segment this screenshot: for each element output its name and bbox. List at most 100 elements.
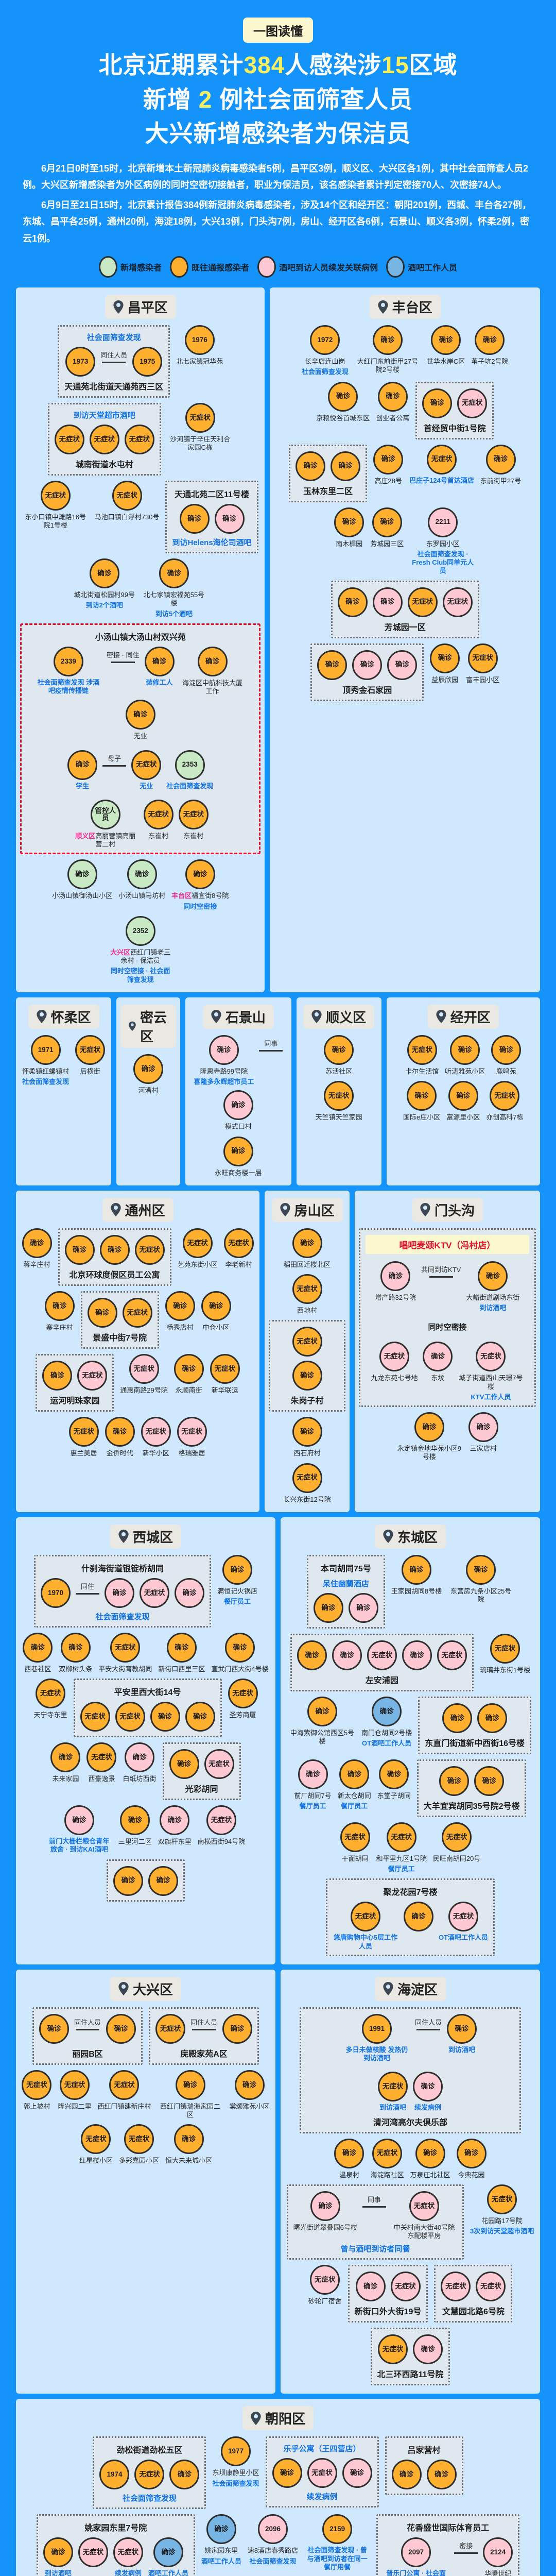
cluster-note: 社会面筛查发现 xyxy=(86,333,141,343)
case: 无症状 长兴东街12号院 xyxy=(283,1463,331,1504)
case-node-o: 无症状 xyxy=(182,1228,213,1258)
case-node-o: 无症状 xyxy=(228,1679,258,1709)
case-node-p: 无症状 xyxy=(409,2191,439,2221)
case-location: 东崔村 xyxy=(183,832,204,840)
case-node-o: 确诊 xyxy=(64,1234,95,1265)
case: 无症状 卡尔生活馆 xyxy=(405,1035,439,1076)
case-node-o: 确诊 xyxy=(133,1054,164,1084)
legend-item: 既往通报感染者 xyxy=(169,256,249,278)
district-name: 房山区 xyxy=(294,1202,335,1218)
location-pin-icon xyxy=(436,1010,446,1024)
case-location: 寨辛庄村 xyxy=(46,1323,73,1331)
case: 无症状 琉璃井东街1号楼 xyxy=(480,1633,530,1674)
case-node-o: 确诊 xyxy=(307,1696,337,1726)
case-location: 恒大未来城小区 xyxy=(165,2157,213,2165)
cluster-box: 无症状 确诊 北三环西路11号院 xyxy=(370,2328,450,2386)
case: 确诊 中仓小区 xyxy=(201,1291,231,1332)
case-location: 顺义区高丽营镇高丽营二村 xyxy=(75,832,136,849)
case: 无症状 xyxy=(134,1234,165,1265)
case-location: 后横街 xyxy=(80,1067,100,1075)
case: 确诊 到访酒吧 xyxy=(447,2013,477,2054)
case-note: 到访酒吧 xyxy=(379,2104,406,2112)
case-node-o: 无症状 xyxy=(490,1633,520,1664)
case-location: 北七家镇宏福苑55号楼 xyxy=(143,591,205,607)
case-node-o: 确诊 xyxy=(179,504,210,534)
case: 确诊 万泉庄北社区 xyxy=(410,2138,450,2179)
title-text: 例社会面筛查人员 xyxy=(212,86,413,113)
case-node-o: 确诊 xyxy=(159,558,189,589)
case: 确诊 今典花园 xyxy=(456,2138,486,2179)
location-pin-icon xyxy=(383,1530,393,1544)
case-location: 河漕村 xyxy=(138,1086,159,1094)
district-header: 大兴区 xyxy=(110,1976,181,2001)
case: 1991 多日未做核酸 发热仍到访酒吧 xyxy=(344,2013,410,2063)
case: 确诊 大峪街道剧场东街 到访酒吧 xyxy=(466,1261,519,1313)
case-note: 餐厅员工 xyxy=(388,1865,415,1873)
case-node-p: 无症状 xyxy=(77,1360,108,1391)
case-node-p: 确诊 xyxy=(387,650,418,680)
case-node-p: 2124 xyxy=(483,2537,513,2568)
case: 无症状 xyxy=(115,1702,145,1732)
case: 无症状 民旺南胡同20号 xyxy=(433,1822,480,1863)
case-node-o: 确诊 xyxy=(292,1361,322,1391)
case-node-o: 无症状 xyxy=(110,1632,141,1663)
case: 确诊 xyxy=(99,1234,130,1265)
title-text: 区域 xyxy=(409,52,458,78)
case: 无症状 xyxy=(307,2458,337,2488)
case-node-p: 确诊 xyxy=(310,2191,340,2221)
case-location: 创业者公寓 xyxy=(376,414,410,422)
case-node-o: 无症状 xyxy=(178,799,208,829)
cluster-box: 平安里西大街14号 无症状 无症状 确诊 确诊 xyxy=(73,1679,222,1738)
district-panel-怀柔区: 怀柔区 1971 怀柔镇红螺镇村 社会面筛查发现 无症状 后横街 xyxy=(16,997,112,1185)
cluster-label: 天通苑北街道天通苑西三区 xyxy=(64,383,164,392)
case: 确诊 xyxy=(113,1866,143,1896)
legend-item: 酒吧工作人员 xyxy=(386,256,457,278)
case-location: 永顺南街 xyxy=(175,1386,202,1394)
case-node-p: 确诊 xyxy=(352,650,383,680)
case-location: 东营房九条小区25号院 xyxy=(450,1587,512,1604)
case-location: 南木樨园 xyxy=(336,539,363,548)
case: 确诊 xyxy=(387,650,418,680)
case-location: 西豪逸景 xyxy=(88,1775,115,1783)
case-location: 西地村 xyxy=(297,1307,318,1315)
case: 无症状 花园路17号院 3次到访天堂超市酒吧 xyxy=(470,2184,534,2236)
case-node-g: 确诊 xyxy=(67,859,97,890)
case: 确诊 海淀区中航科技大厦工作 xyxy=(180,646,246,696)
case: 确诊 xyxy=(39,2013,69,2044)
case: 2352 大兴区西红门镇老三余村 · 保洁员 同时空密接 · 社会面筛查发现 xyxy=(108,916,173,984)
title-highlight: 15 xyxy=(381,52,409,78)
cluster-box: 社会面筛查发现 1973 同住人员 1975 天通苑北街道天通苑西三区 xyxy=(58,325,170,398)
cluster-label: 玉林东里二区 xyxy=(303,487,353,496)
case: 无症状 xyxy=(292,1327,322,1357)
case-node-p: 无症状 xyxy=(206,1805,237,1836)
case: 无症状 砂轮厂宿舍 xyxy=(308,2265,342,2306)
case-node-p: 确诊 xyxy=(208,1035,239,1065)
case-location: 富源里小区 xyxy=(446,1113,480,1122)
case: 确诊 xyxy=(391,2460,422,2490)
district-name: 海淀区 xyxy=(397,1981,438,1997)
case: 无症状 后横街 xyxy=(75,1035,106,1076)
case-note: 酒吧工作人员 xyxy=(148,2569,188,2576)
cluster-note: 到访天堂超市酒吧 xyxy=(73,411,135,420)
intro-text: 6月21日0时至15时，北京新增本土新冠肺炎病毒感染者5例，昌平区3例，顺义区、… xyxy=(23,160,533,247)
case: 无症状 新华小区 xyxy=(141,1416,171,1458)
case-location: 郭上坡村 xyxy=(23,2102,50,2110)
district-header: 海淀区 xyxy=(374,1976,446,2001)
case: 无症状 悠唐购物中心5层工作人员 xyxy=(333,1902,398,1951)
case-node-o: 无症状 xyxy=(89,425,119,455)
cluster-box: 确诊 隆恩寺路99号院 喜隆多永辉超市员工 同事 确诊 模式口村 xyxy=(189,1035,287,1131)
case: 无症状 马池口镇白浮村730号 xyxy=(95,481,159,521)
case: 无症状 格瑞雅居 xyxy=(177,1416,207,1458)
case-node-o: 确诊 xyxy=(297,1640,327,1670)
case: 确诊 双柳树头条 xyxy=(59,1632,92,1673)
case-node-o: 确诊 xyxy=(185,859,215,890)
case-note: 同时空密接 xyxy=(183,902,217,910)
case-location: 永旺商务楼一层 xyxy=(215,1168,262,1177)
case-note: 社会面筛查发现 · Fresh Club同单元人员 xyxy=(412,550,474,575)
case-node-p: 确诊 xyxy=(468,1412,498,1443)
case: 确诊 北七家镇宏福苑55号楼 到访5个酒吧 xyxy=(141,558,207,618)
case: 2159 社会面筛查发现 · 曾与酒吧到访者在同一餐厅用餐 xyxy=(304,2514,370,2571)
location-pin-icon xyxy=(118,1982,129,1996)
case: 确诊 xyxy=(64,1234,95,1265)
case: 确诊 寨辛庄村 xyxy=(44,1291,75,1332)
